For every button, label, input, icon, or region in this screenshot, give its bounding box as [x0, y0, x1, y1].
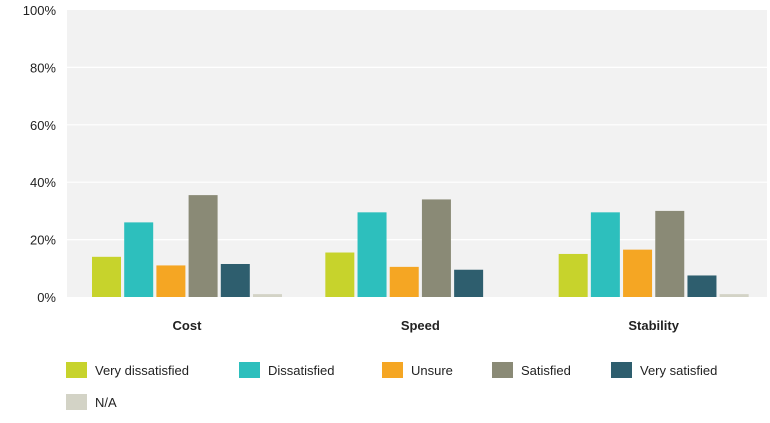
bar-cost-satisfied [188, 195, 218, 297]
bar-stability-unsure [623, 249, 653, 297]
legend-label: Unsure [411, 363, 453, 378]
x-axis-categories: Cost Speed Stability [173, 318, 680, 333]
legend-item-dissatisfied: Dissatisfied [239, 362, 334, 378]
bar-cost-unsure [156, 265, 186, 297]
legend: Very dissatisfied Dissatisfied Unsure Satis… [66, 362, 717, 410]
bars [92, 195, 749, 297]
bar-speed-very-satisfied [454, 269, 484, 297]
legend-label: Very satisfied [640, 363, 717, 378]
legend-label: Very dissatisfied [95, 363, 189, 378]
legend-swatch [382, 362, 403, 378]
legend-label: Dissatisfied [268, 363, 334, 378]
gridlines [67, 66, 767, 241]
bar-cost-dissatisfied [124, 222, 154, 297]
legend-swatch [66, 362, 87, 378]
x-category-label: Speed [401, 318, 440, 333]
bar-stability-n-a [719, 294, 749, 297]
legend-label: Satisfied [521, 363, 571, 378]
legend-item-satisfied: Satisfied [492, 362, 571, 378]
legend-label: N/A [95, 395, 117, 410]
legend-swatch [66, 394, 87, 410]
y-tick-label: 0% [37, 290, 56, 305]
bar-cost-very-dissatisfied [92, 256, 121, 297]
y-tick-label: 60% [30, 118, 56, 133]
x-category-label: Stability [628, 318, 679, 333]
legend-item-very-dissatisfied: Very dissatisfied [66, 362, 189, 378]
bar-speed-satisfied [421, 199, 451, 297]
legend-swatch [611, 362, 632, 378]
y-tick-label: 80% [30, 60, 56, 75]
bar-stability-very-dissatisfied [558, 253, 588, 297]
y-tick-label: 40% [30, 175, 56, 190]
y-tick-label: 100% [23, 3, 57, 18]
legend-swatch [239, 362, 260, 378]
bar-speed-unsure [389, 266, 419, 297]
y-axis-ticks: 0% 20% 40% 60% 80% 100% [23, 3, 57, 305]
bar-speed-dissatisfied [357, 212, 387, 297]
y-tick-label: 20% [30, 233, 56, 248]
legend-item-n-a: N/A [66, 394, 117, 410]
bar-stability-very-satisfied [687, 275, 717, 297]
bar-cost-very-satisfied [220, 263, 250, 297]
legend-item-unsure: Unsure [382, 362, 453, 378]
plot-area [67, 10, 767, 297]
bar-cost-n-a [253, 294, 282, 297]
legend-swatch [492, 362, 513, 378]
bar-stability-satisfied [655, 210, 685, 297]
bar-stability-dissatisfied [590, 212, 620, 297]
legend-item-very-satisfied: Very satisfied [611, 362, 717, 378]
x-category-label: Cost [173, 318, 203, 333]
bar-speed-very-dissatisfied [325, 252, 355, 297]
